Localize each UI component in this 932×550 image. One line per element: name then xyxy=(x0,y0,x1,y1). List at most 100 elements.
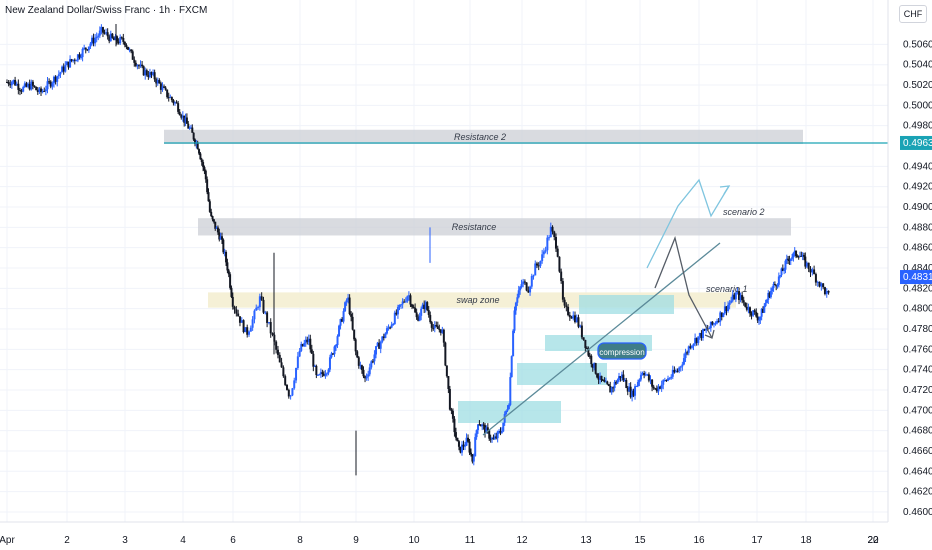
candle-body xyxy=(403,301,406,303)
scenario-1-path[interactable] xyxy=(654,235,713,339)
candle-body xyxy=(89,43,92,47)
candle-body xyxy=(599,375,602,380)
candle-body xyxy=(493,436,496,440)
candle-body xyxy=(796,256,799,258)
candle-body xyxy=(170,97,173,101)
candle-body xyxy=(276,349,279,355)
candle-body xyxy=(356,351,359,358)
candle-body xyxy=(479,424,482,427)
candle-body xyxy=(233,306,236,310)
candle-body xyxy=(747,307,750,310)
candle-body xyxy=(779,275,782,277)
candle-body xyxy=(230,287,233,297)
candle-body xyxy=(705,328,708,331)
candle-body xyxy=(178,111,181,116)
candle-body xyxy=(257,307,260,309)
candle-body xyxy=(376,342,379,347)
candle-body xyxy=(95,36,98,39)
candle-body xyxy=(76,54,79,61)
compression-box-2 xyxy=(517,363,607,385)
candle-body xyxy=(51,83,54,87)
candle-body xyxy=(472,456,475,462)
candle-body xyxy=(679,366,682,368)
candle-body xyxy=(814,274,817,283)
candle-body xyxy=(371,361,374,363)
candle-body xyxy=(488,430,491,439)
candle-body xyxy=(65,61,68,66)
candle-body xyxy=(120,37,123,39)
candle-body xyxy=(430,322,433,328)
candle-body xyxy=(359,365,362,367)
scenario-2-path[interactable] xyxy=(646,178,730,269)
candle-body xyxy=(742,300,745,303)
candle-body xyxy=(529,286,532,293)
candle-body xyxy=(722,313,725,318)
candle-body xyxy=(141,64,144,67)
candle-body xyxy=(456,437,459,442)
candle-body xyxy=(350,314,353,317)
candle-body xyxy=(378,342,381,349)
candle-body xyxy=(769,291,772,298)
candle-body xyxy=(260,296,263,300)
candle-body xyxy=(651,379,654,387)
candle-body xyxy=(451,410,454,419)
trendline[interactable] xyxy=(482,242,721,436)
compression-box-1 xyxy=(458,401,561,423)
candle-body xyxy=(421,304,424,309)
candle-body xyxy=(161,86,164,90)
candle-body xyxy=(787,258,790,260)
candle-body xyxy=(348,297,351,315)
candle-body xyxy=(289,395,292,397)
candle-body xyxy=(622,374,625,381)
candle-body xyxy=(665,379,668,381)
candle-body xyxy=(242,320,245,333)
candle-body xyxy=(188,127,191,129)
candle-body xyxy=(6,81,8,83)
candle-body xyxy=(482,424,485,426)
candle-body xyxy=(594,363,597,374)
candle-body xyxy=(185,117,188,124)
currency-badge[interactable]: CHF xyxy=(899,5,927,23)
candle-body xyxy=(570,317,573,319)
candle-body xyxy=(827,291,830,293)
candle-body xyxy=(613,381,616,389)
candle-body xyxy=(57,74,60,77)
candle-body xyxy=(43,90,46,92)
candle-body xyxy=(781,268,784,271)
candle-body xyxy=(549,226,552,238)
candle-body xyxy=(291,388,294,396)
candle-body xyxy=(128,49,131,51)
candle-body xyxy=(156,79,159,84)
candle-body xyxy=(616,379,619,384)
candle-body xyxy=(818,281,821,287)
candle-body xyxy=(40,88,43,93)
candle-body xyxy=(271,333,274,335)
candle-body xyxy=(509,377,512,405)
candle-body xyxy=(117,41,120,44)
candle-body xyxy=(478,424,481,426)
candle-body xyxy=(328,357,331,370)
candle-body xyxy=(10,81,13,86)
candle-body xyxy=(792,252,795,258)
candle-body xyxy=(214,221,217,229)
candle-body xyxy=(155,79,158,84)
candle-body xyxy=(331,353,334,355)
candle-body xyxy=(517,290,520,298)
candle-body xyxy=(601,379,604,381)
candle-body xyxy=(523,281,526,283)
candle-body xyxy=(130,49,133,52)
compression-badge[interactable]: compression xyxy=(597,342,647,360)
candle-body xyxy=(702,329,705,338)
candle-body xyxy=(500,431,503,433)
candle-body xyxy=(772,284,775,288)
candle-body xyxy=(554,237,557,249)
candle-body xyxy=(723,306,726,314)
candle-body xyxy=(684,352,687,359)
scenario-2-arrow-icon xyxy=(719,185,731,195)
